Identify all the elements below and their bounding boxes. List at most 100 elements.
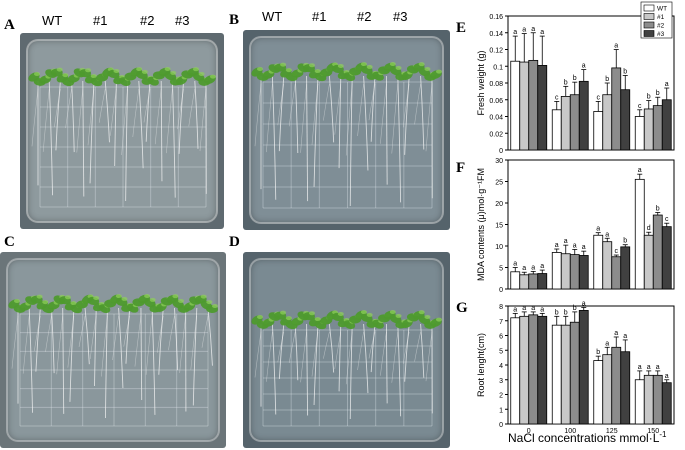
seedling-leaves: [251, 62, 442, 82]
significance-letter: a: [665, 373, 669, 380]
panel-label-a: A: [4, 17, 15, 33]
significance-letter: a: [614, 330, 618, 337]
bar-e-125-1: [602, 94, 613, 151]
seedling-roots: [31, 80, 207, 201]
panel-label-c: C: [4, 234, 15, 250]
bar-e-125-3: [620, 89, 631, 151]
y-tick-label: 4: [499, 363, 503, 370]
legend-swatch: [643, 21, 655, 29]
significance-letter: b: [573, 75, 577, 82]
bar-f-0-2: [528, 273, 539, 290]
y-tick-label: 0.12: [489, 48, 503, 55]
significance-letter: b: [573, 305, 577, 312]
bar-e-100-1: [560, 96, 571, 151]
significance-letter: a: [647, 364, 651, 371]
significance-letter: a: [522, 27, 526, 34]
bar-e-0-3: [537, 65, 548, 151]
seedlings-a: [28, 67, 216, 208]
y-tick-label: 0.04: [489, 115, 503, 122]
bar-e-0-1: [519, 61, 530, 151]
column-label-3-a: #3: [175, 13, 190, 28]
significance-letter: a: [531, 26, 535, 33]
significance-letter: b: [564, 79, 568, 86]
y-tick-label: 20: [495, 201, 503, 208]
panel-label-b: B: [229, 12, 240, 28]
seedling-roots: [11, 307, 213, 418]
chart-e: 0 0.02 0.04 0.06 0.08 0.1 0.12 0.14 0.16 Fresh we…: [476, 1, 675, 155]
dish-grid: [39, 86, 207, 208]
significance-letter: b: [605, 76, 609, 83]
significance-letter: a: [531, 305, 535, 312]
significance-letter: c: [597, 94, 601, 101]
bar-g-125-0: [593, 360, 604, 425]
bar-f-100-1: [560, 253, 571, 290]
bar-g-150-3: [661, 382, 672, 425]
significance-letter: a: [605, 231, 609, 238]
bar-e-125-2: [611, 67, 622, 151]
legend-swatch: [643, 30, 655, 37]
bar-g-100-3: [578, 310, 589, 425]
y-tick-label: 0.1: [493, 64, 503, 71]
significance-letter: c: [555, 94, 559, 101]
bar-g-100-0: [551, 324, 562, 425]
y-tick-label: 0: [499, 148, 503, 155]
bar-f-0-1: [519, 274, 530, 290]
seedling-leaves: [28, 67, 216, 87]
panel-label-d: D: [229, 234, 240, 250]
seedlings-b: [251, 62, 442, 209]
petri-dish-photo-a: [20, 33, 224, 229]
significance-letter: a: [540, 29, 544, 36]
legend-entry: #1: [657, 14, 665, 21]
bar-e-125-0: [593, 111, 604, 151]
panel-label-e: E: [456, 20, 467, 36]
significance-letter: d: [647, 225, 651, 232]
bar-g-150-2: [652, 374, 663, 425]
significance-letter: a: [522, 305, 526, 312]
bar-f-100-3: [578, 255, 589, 290]
significance-letter: b: [623, 68, 627, 75]
significance-letter: a: [513, 261, 517, 268]
y-tick-label: 0: [499, 287, 503, 294]
seedling-roots: [254, 323, 433, 419]
bar-g-100-1: [560, 324, 571, 425]
significance-letter: a: [573, 242, 577, 249]
significance-letter: a: [614, 43, 618, 50]
legend-entry: WT: [657, 6, 667, 13]
bar-f-150-1: [643, 234, 654, 290]
significance-letter: a: [564, 238, 568, 245]
significance-letter: a: [638, 167, 642, 174]
significance-letter: a: [665, 81, 669, 88]
column-label-1-a: #1: [93, 13, 108, 28]
column-label-2-a: #2: [140, 13, 155, 28]
petri-dish-photo-d: [243, 252, 450, 448]
significance-letter: a: [540, 263, 544, 270]
x-axis-label: NaCl concentrations mmol·L-1: [508, 430, 667, 445]
bar-e-150-0: [634, 116, 645, 151]
y-tick-label: 0.16: [489, 14, 503, 21]
bar-g-150-1: [643, 374, 654, 425]
y-tick-label: 5: [499, 266, 503, 273]
significance-letter: a: [623, 333, 627, 340]
bar-e-0-2: [528, 59, 539, 151]
significance-letter: b: [656, 205, 660, 212]
significance-letter: b: [564, 309, 568, 316]
y-axis-label: MDA contents (μ)mol·g⁻¹FM: [476, 168, 486, 281]
y-tick-label: 15: [495, 223, 503, 230]
significance-letter: a: [555, 242, 559, 249]
bar-e-100-2: [569, 94, 580, 151]
significance-letter: a: [656, 364, 660, 371]
column-label-wt-a: WT: [42, 13, 63, 28]
significance-letter: c: [638, 103, 642, 110]
significance-letter: a: [540, 306, 544, 313]
bar-g-0-2: [528, 314, 539, 425]
seedlings-d: [251, 310, 442, 427]
panel-label-g: G: [456, 300, 468, 316]
seedling-leaves: [251, 310, 442, 330]
bar-f-0-0: [510, 271, 521, 290]
bar-g-125-1: [602, 354, 613, 425]
y-tick-label: 0.08: [489, 81, 503, 88]
x-tick-label: 125: [606, 428, 618, 435]
panel-label-f: F: [456, 160, 466, 176]
